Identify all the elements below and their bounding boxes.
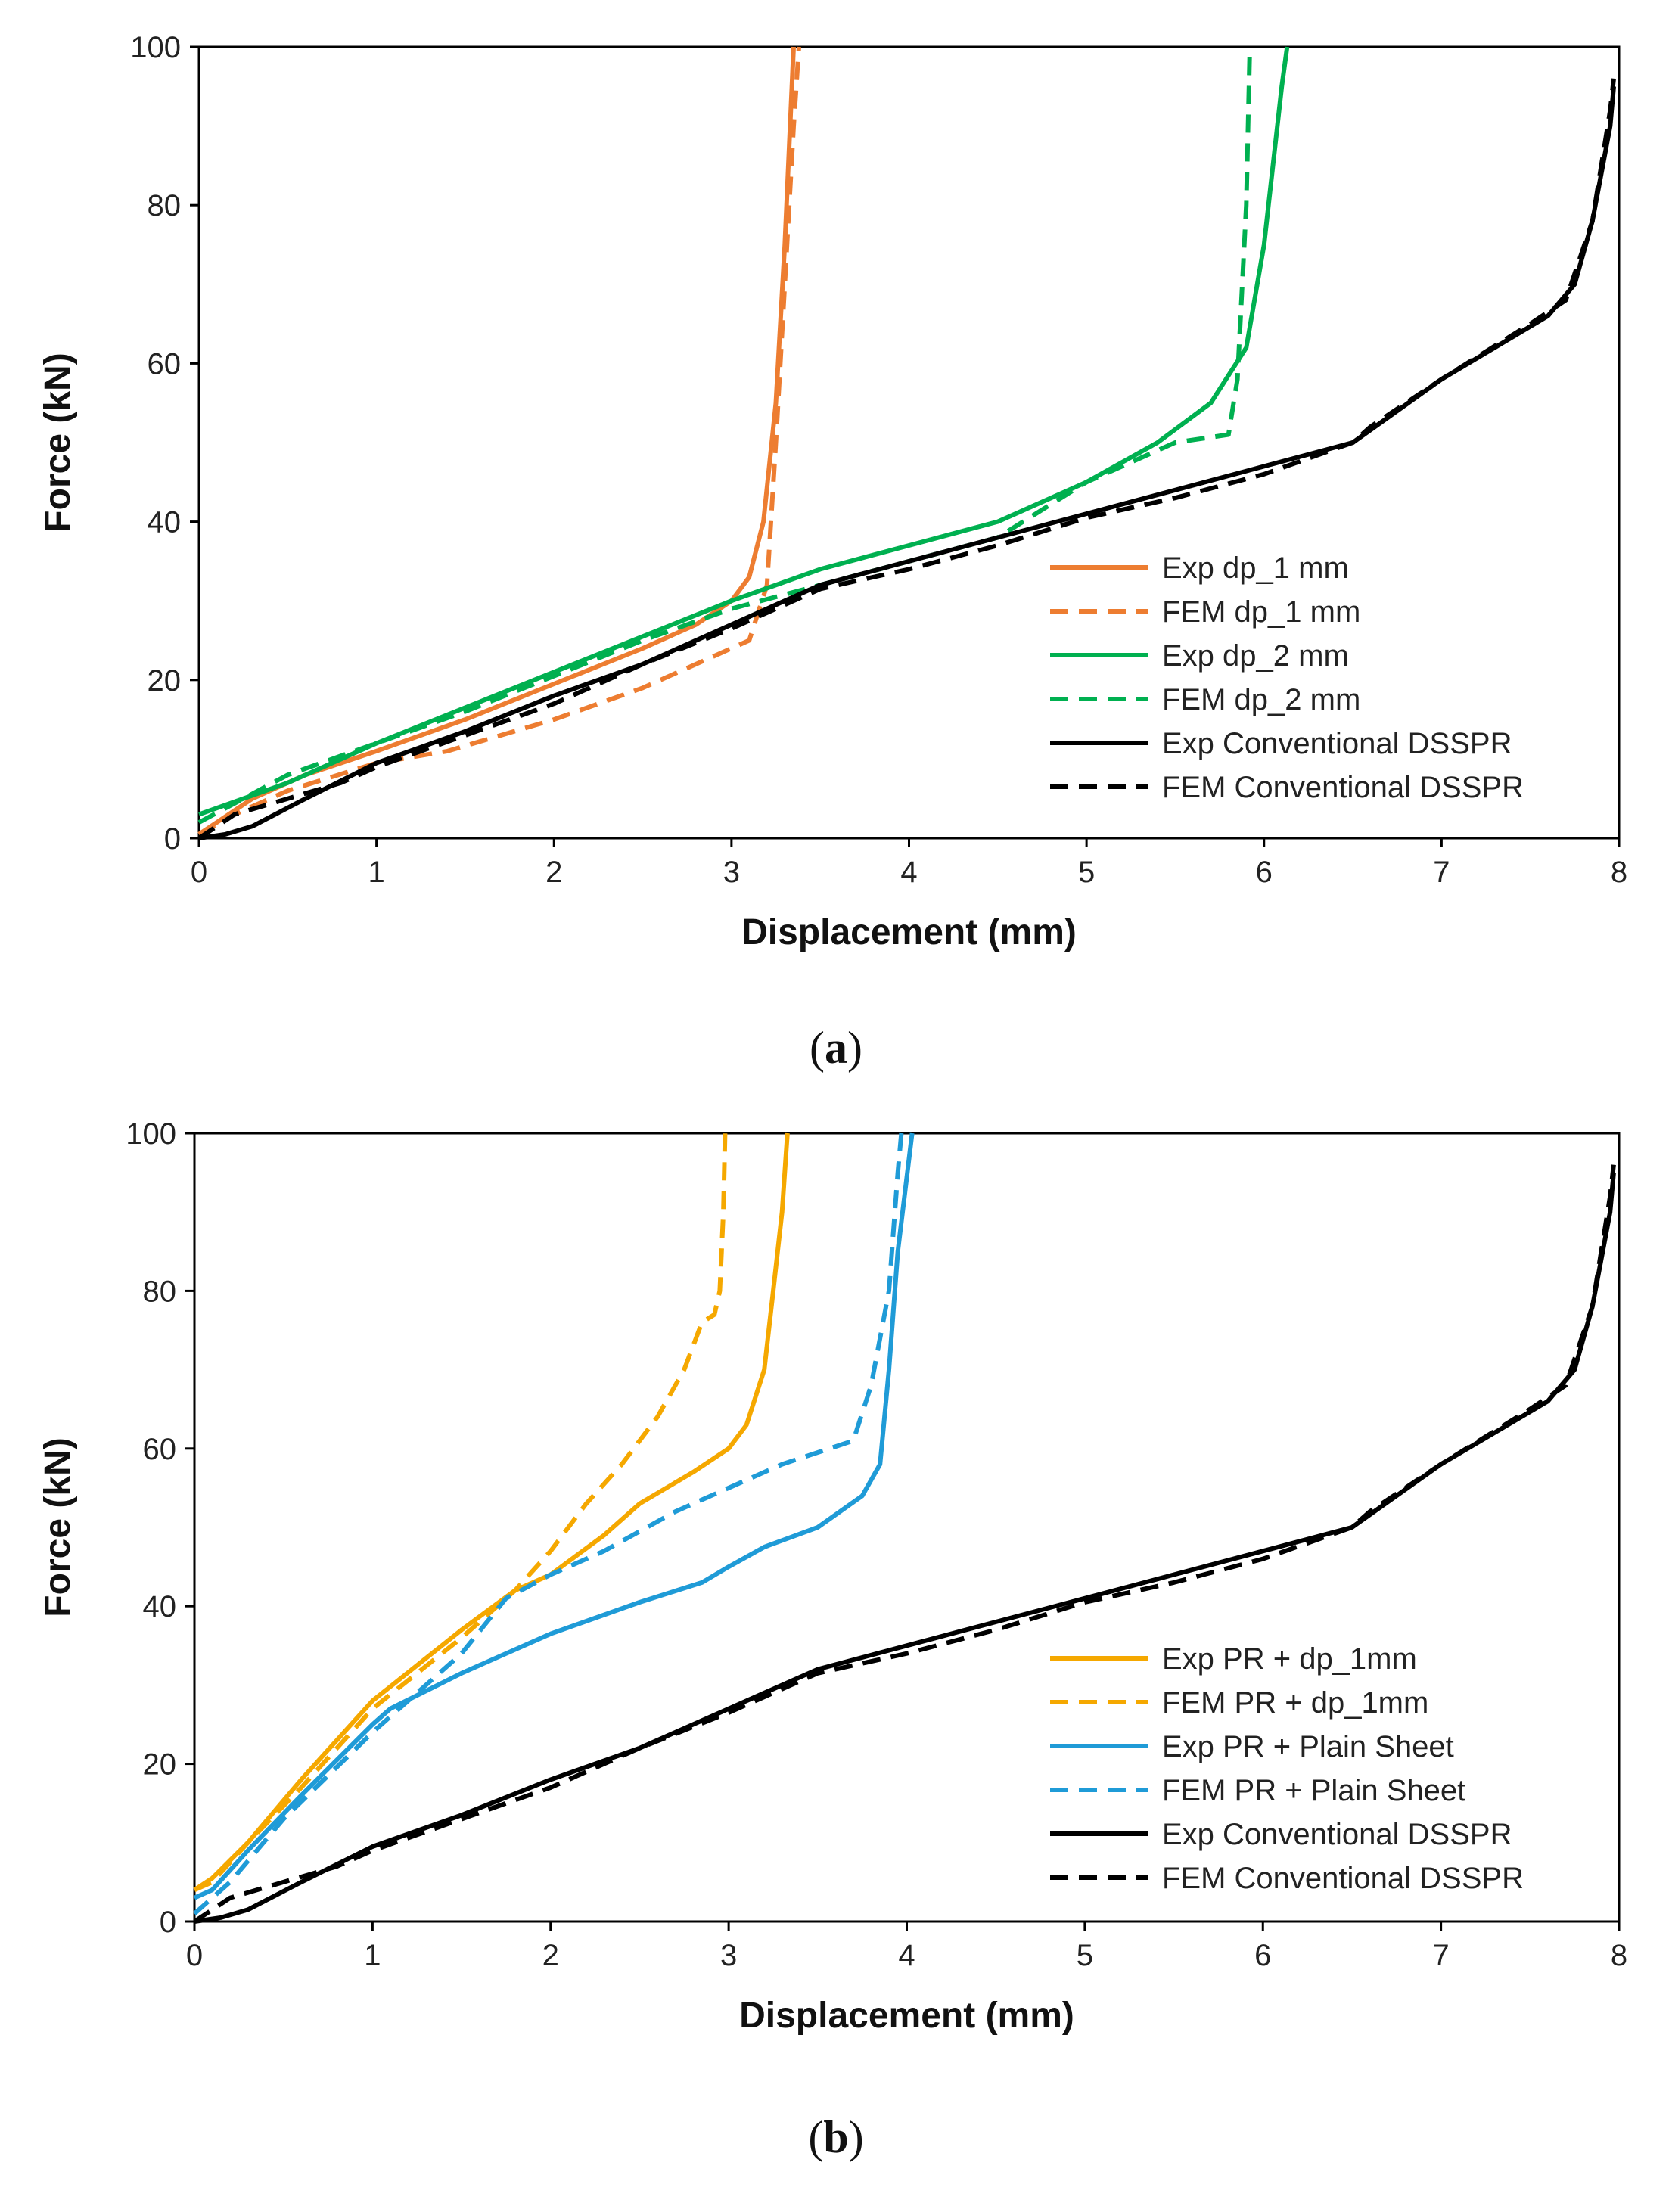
legend-label: FEM PR + dp_1mm bbox=[1162, 1686, 1428, 1720]
series-line-2 bbox=[197, 46, 1290, 817]
series-line-1 bbox=[193, 1132, 728, 1893]
x-tick-label: 6 bbox=[1254, 1939, 1271, 1972]
series-line-2 bbox=[193, 1132, 915, 1900]
x-tick-label: 4 bbox=[900, 856, 917, 889]
series-line-1 bbox=[197, 46, 801, 837]
y-tick-label: 40 bbox=[148, 506, 182, 539]
legend-label: FEM Conventional DSSPR bbox=[1162, 1862, 1524, 1895]
legend-label: FEM PR + Plain Sheet bbox=[1162, 1774, 1465, 1807]
x-tick-label: 3 bbox=[720, 1939, 737, 1972]
x-tick-label: 1 bbox=[364, 1939, 381, 1972]
y-tick-label: 100 bbox=[130, 31, 181, 64]
x-axis-label: Displacement (mm) bbox=[739, 1996, 1074, 2036]
x-tick-label: 0 bbox=[191, 856, 207, 889]
x-tick-label: 5 bbox=[1078, 856, 1095, 889]
legend-label: FEM dp_1 mm bbox=[1162, 595, 1360, 629]
y-tick-label: 80 bbox=[143, 1275, 177, 1308]
series-line-4 bbox=[198, 86, 1616, 840]
y-tick-label: 80 bbox=[148, 189, 182, 222]
y-tick-label: 0 bbox=[164, 822, 181, 856]
y-tick-label: 20 bbox=[148, 664, 182, 697]
y-tick-label: 40 bbox=[143, 1590, 177, 1623]
series-line-5 bbox=[197, 78, 1616, 840]
y-tick-label: 0 bbox=[160, 1906, 176, 1939]
x-tick-label: 2 bbox=[542, 1939, 559, 1972]
legend-label: FEM Conventional DSSPR bbox=[1162, 771, 1524, 804]
legend-label: FEM dp_2 mm bbox=[1162, 683, 1360, 716]
x-tick-label: 6 bbox=[1256, 856, 1273, 889]
legend-label: Exp PR + dp_1mm bbox=[1162, 1642, 1417, 1676]
y-axis-label: Force (kN) bbox=[38, 1437, 78, 1617]
x-tick-label: 4 bbox=[898, 1939, 915, 1972]
plot-frame bbox=[197, 45, 1621, 840]
legend-label: Exp Conventional DSSPR bbox=[1162, 727, 1512, 760]
panel-label: (a) bbox=[810, 1023, 862, 1073]
legend: Exp PR + dp_1mm FEM PR + dp_1mm Exp PR + P… bbox=[1050, 1642, 1524, 1895]
y-tick-label: 20 bbox=[143, 1748, 177, 1782]
legend-label: Exp dp_2 mm bbox=[1162, 639, 1349, 673]
series-line-0 bbox=[193, 1132, 790, 1892]
y-axis-label: Force (kN) bbox=[38, 353, 78, 532]
series-line-4 bbox=[194, 1172, 1616, 1924]
legend-label: Exp Conventional DSSPR bbox=[1162, 1818, 1512, 1851]
x-tick-label: 8 bbox=[1611, 856, 1627, 889]
x-tick-label: 7 bbox=[1433, 856, 1450, 889]
x-tick-label: 1 bbox=[368, 856, 385, 889]
panel-label: (b) bbox=[808, 2112, 863, 2162]
y-tick-label: 100 bbox=[126, 1117, 176, 1151]
legend-label: Exp PR + Plain Sheet bbox=[1162, 1730, 1454, 1763]
x-tick-label: 3 bbox=[723, 856, 740, 889]
series-line-5 bbox=[193, 1164, 1616, 1924]
x-axis-label: Displacement (mm) bbox=[741, 912, 1077, 952]
y-tick-label: 60 bbox=[148, 347, 182, 381]
series-line-3 bbox=[193, 1132, 904, 1915]
y-tick-label: 60 bbox=[143, 1433, 177, 1466]
legend: Exp dp_1 mm FEM dp_1 mm Exp dp_2 mm FEM dp_… bbox=[1050, 551, 1524, 804]
x-tick-label: 5 bbox=[1077, 1939, 1093, 1972]
x-tick-label: 7 bbox=[1433, 1939, 1450, 1972]
legend-label: Exp dp_1 mm bbox=[1162, 551, 1349, 585]
x-tick-label: 8 bbox=[1611, 1939, 1627, 1972]
x-tick-label: 2 bbox=[545, 856, 562, 889]
series-line-3 bbox=[197, 46, 1252, 825]
series-line-0 bbox=[197, 46, 796, 837]
x-tick-label: 0 bbox=[186, 1939, 203, 1972]
